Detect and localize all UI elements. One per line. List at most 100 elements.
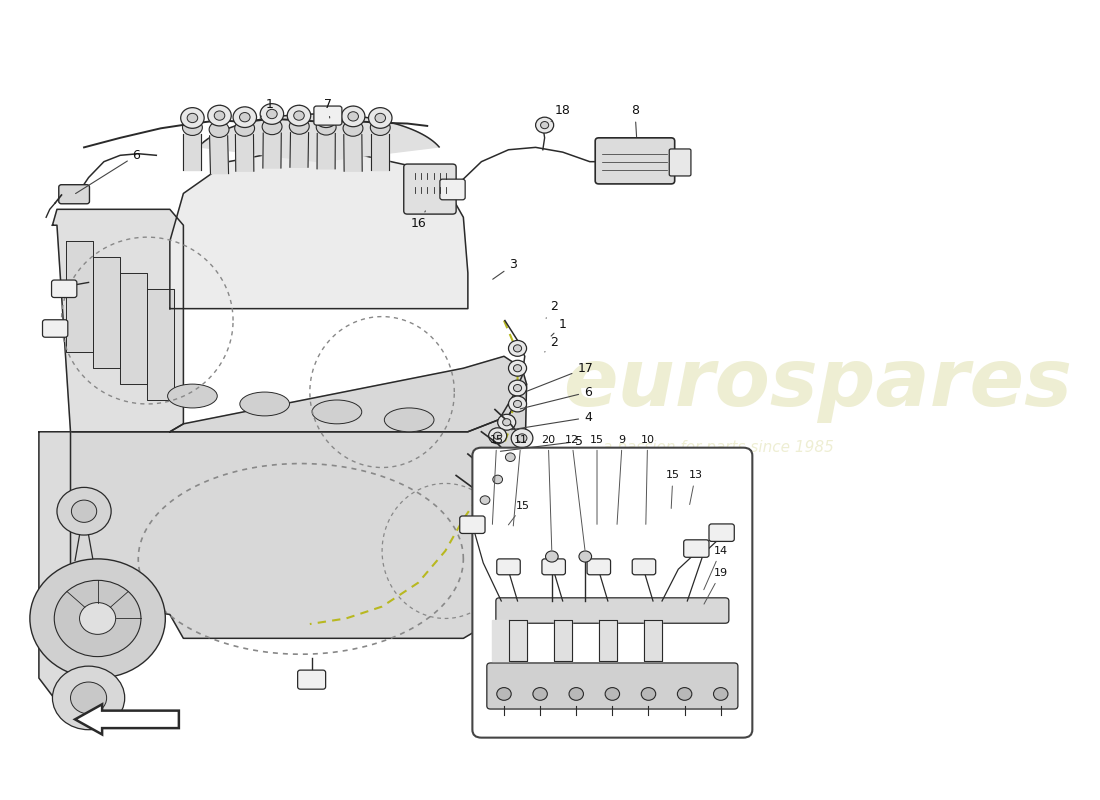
Circle shape: [579, 551, 592, 562]
Text: 15: 15: [590, 434, 604, 524]
Circle shape: [72, 500, 97, 522]
Text: 15: 15: [508, 501, 530, 525]
Text: a passion for parts since 1985: a passion for parts since 1985: [603, 440, 834, 455]
Polygon shape: [263, 133, 282, 168]
Polygon shape: [644, 620, 662, 661]
Polygon shape: [169, 150, 468, 309]
Text: eu: eu: [56, 407, 307, 583]
FancyBboxPatch shape: [669, 149, 691, 176]
Circle shape: [375, 114, 386, 122]
Text: 1: 1: [261, 98, 273, 118]
FancyBboxPatch shape: [595, 138, 674, 184]
FancyBboxPatch shape: [487, 663, 738, 709]
Circle shape: [499, 448, 521, 466]
Polygon shape: [210, 136, 229, 174]
Circle shape: [641, 687, 656, 700]
Circle shape: [187, 114, 198, 122]
Circle shape: [240, 113, 250, 122]
Polygon shape: [553, 620, 572, 661]
Circle shape: [261, 104, 284, 124]
Text: 18: 18: [551, 103, 571, 122]
Polygon shape: [39, 432, 70, 702]
Ellipse shape: [240, 392, 289, 416]
Text: 5: 5: [500, 435, 583, 451]
Text: 14: 14: [704, 546, 728, 590]
Polygon shape: [598, 620, 617, 661]
Ellipse shape: [234, 120, 254, 136]
Ellipse shape: [312, 400, 362, 424]
Polygon shape: [66, 241, 94, 352]
Circle shape: [494, 432, 502, 439]
Polygon shape: [120, 273, 147, 384]
FancyBboxPatch shape: [710, 524, 735, 542]
Circle shape: [514, 400, 521, 407]
Ellipse shape: [262, 118, 282, 134]
Circle shape: [540, 122, 549, 129]
FancyArrow shape: [75, 704, 179, 734]
Polygon shape: [508, 620, 527, 661]
Circle shape: [493, 475, 503, 484]
Polygon shape: [344, 134, 362, 171]
Text: 2: 2: [544, 336, 558, 352]
Circle shape: [605, 687, 619, 700]
Circle shape: [53, 666, 124, 730]
Circle shape: [348, 112, 359, 121]
Circle shape: [514, 385, 521, 392]
FancyBboxPatch shape: [472, 448, 752, 738]
Text: 13: 13: [689, 470, 703, 505]
Text: 11: 11: [514, 434, 528, 526]
FancyBboxPatch shape: [298, 670, 326, 689]
Circle shape: [503, 418, 510, 426]
Circle shape: [488, 428, 507, 444]
Text: 15: 15: [666, 470, 680, 509]
Circle shape: [233, 107, 256, 127]
Text: 9: 9: [617, 434, 626, 524]
FancyBboxPatch shape: [632, 559, 656, 574]
Circle shape: [514, 365, 521, 372]
Text: 7: 7: [323, 98, 332, 118]
Circle shape: [512, 429, 532, 448]
Circle shape: [569, 687, 583, 700]
Text: 6: 6: [76, 149, 141, 194]
Circle shape: [497, 687, 512, 700]
Circle shape: [546, 551, 558, 562]
Polygon shape: [493, 620, 510, 661]
Ellipse shape: [183, 119, 202, 135]
Ellipse shape: [167, 384, 218, 408]
Text: 20: 20: [541, 434, 556, 550]
Circle shape: [287, 106, 310, 126]
Circle shape: [474, 490, 496, 510]
Polygon shape: [94, 257, 120, 368]
Circle shape: [70, 682, 107, 714]
Text: 19: 19: [704, 568, 728, 604]
Polygon shape: [169, 356, 527, 432]
Text: 17: 17: [527, 362, 593, 391]
FancyBboxPatch shape: [43, 320, 68, 338]
Circle shape: [480, 496, 490, 504]
FancyBboxPatch shape: [58, 185, 89, 204]
Ellipse shape: [316, 119, 337, 135]
Polygon shape: [290, 133, 309, 167]
Polygon shape: [147, 289, 175, 400]
Ellipse shape: [343, 120, 363, 136]
Text: 8: 8: [631, 103, 639, 137]
Text: 16: 16: [410, 211, 426, 230]
Circle shape: [532, 687, 548, 700]
Text: 10: 10: [640, 434, 654, 524]
Circle shape: [497, 414, 516, 430]
Circle shape: [514, 345, 521, 352]
Text: eurospares: eurospares: [563, 345, 1071, 423]
FancyBboxPatch shape: [440, 179, 465, 200]
FancyBboxPatch shape: [314, 106, 342, 125]
Ellipse shape: [289, 118, 309, 134]
Polygon shape: [184, 134, 201, 170]
FancyBboxPatch shape: [460, 516, 485, 534]
FancyBboxPatch shape: [496, 598, 729, 623]
Circle shape: [315, 107, 338, 127]
Circle shape: [79, 602, 116, 634]
Text: 1: 1: [551, 318, 566, 336]
FancyBboxPatch shape: [587, 559, 610, 574]
Circle shape: [508, 360, 527, 376]
Circle shape: [505, 453, 515, 462]
Circle shape: [508, 380, 527, 396]
